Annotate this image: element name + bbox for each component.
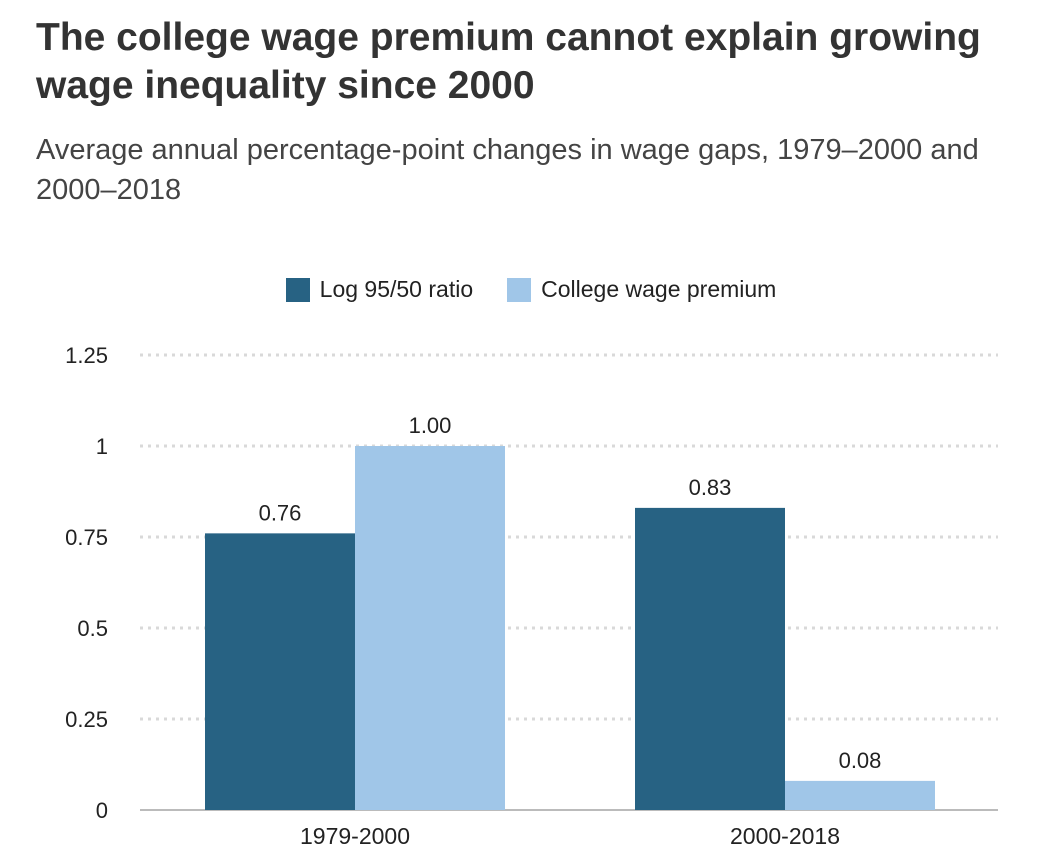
bar [355, 446, 505, 810]
y-tick-label: 0.5 [77, 616, 108, 641]
y-tick-label: 0 [96, 798, 108, 823]
x-tick-label: 1979-2000 [300, 823, 410, 849]
bar [785, 780, 935, 810]
data-label: 1.00 [409, 413, 452, 438]
legend-swatch-college-premium [507, 277, 532, 302]
legend-item-college-premium: College wage premium [507, 276, 776, 303]
legend-label-college-premium: College wage premium [541, 276, 777, 302]
legend: Log 95/50 ratio College wage premium [0, 276, 1062, 303]
legend-label-log-ratio: Log 95/50 ratio [319, 276, 474, 302]
chart-title: The college wage premium cannot explain … [36, 16, 981, 107]
x-tick-label: 2000-2018 [730, 823, 840, 849]
data-label: 0.83 [689, 475, 732, 500]
y-tick-label: 0.75 [65, 525, 108, 550]
bar [205, 533, 355, 810]
legend-item-log-ratio: Log 95/50 ratio [285, 276, 474, 303]
y-tick-label: 1 [96, 434, 108, 459]
y-tick-label: 1.25 [65, 343, 108, 368]
data-label: 0.08 [839, 748, 882, 773]
legend-swatch-log-ratio [285, 277, 310, 302]
chart-subtitle: Average annual percentage-point changes … [36, 134, 979, 206]
y-tick-label: 0.25 [65, 707, 108, 732]
bar [635, 507, 785, 810]
data-label: 0.76 [259, 500, 302, 525]
